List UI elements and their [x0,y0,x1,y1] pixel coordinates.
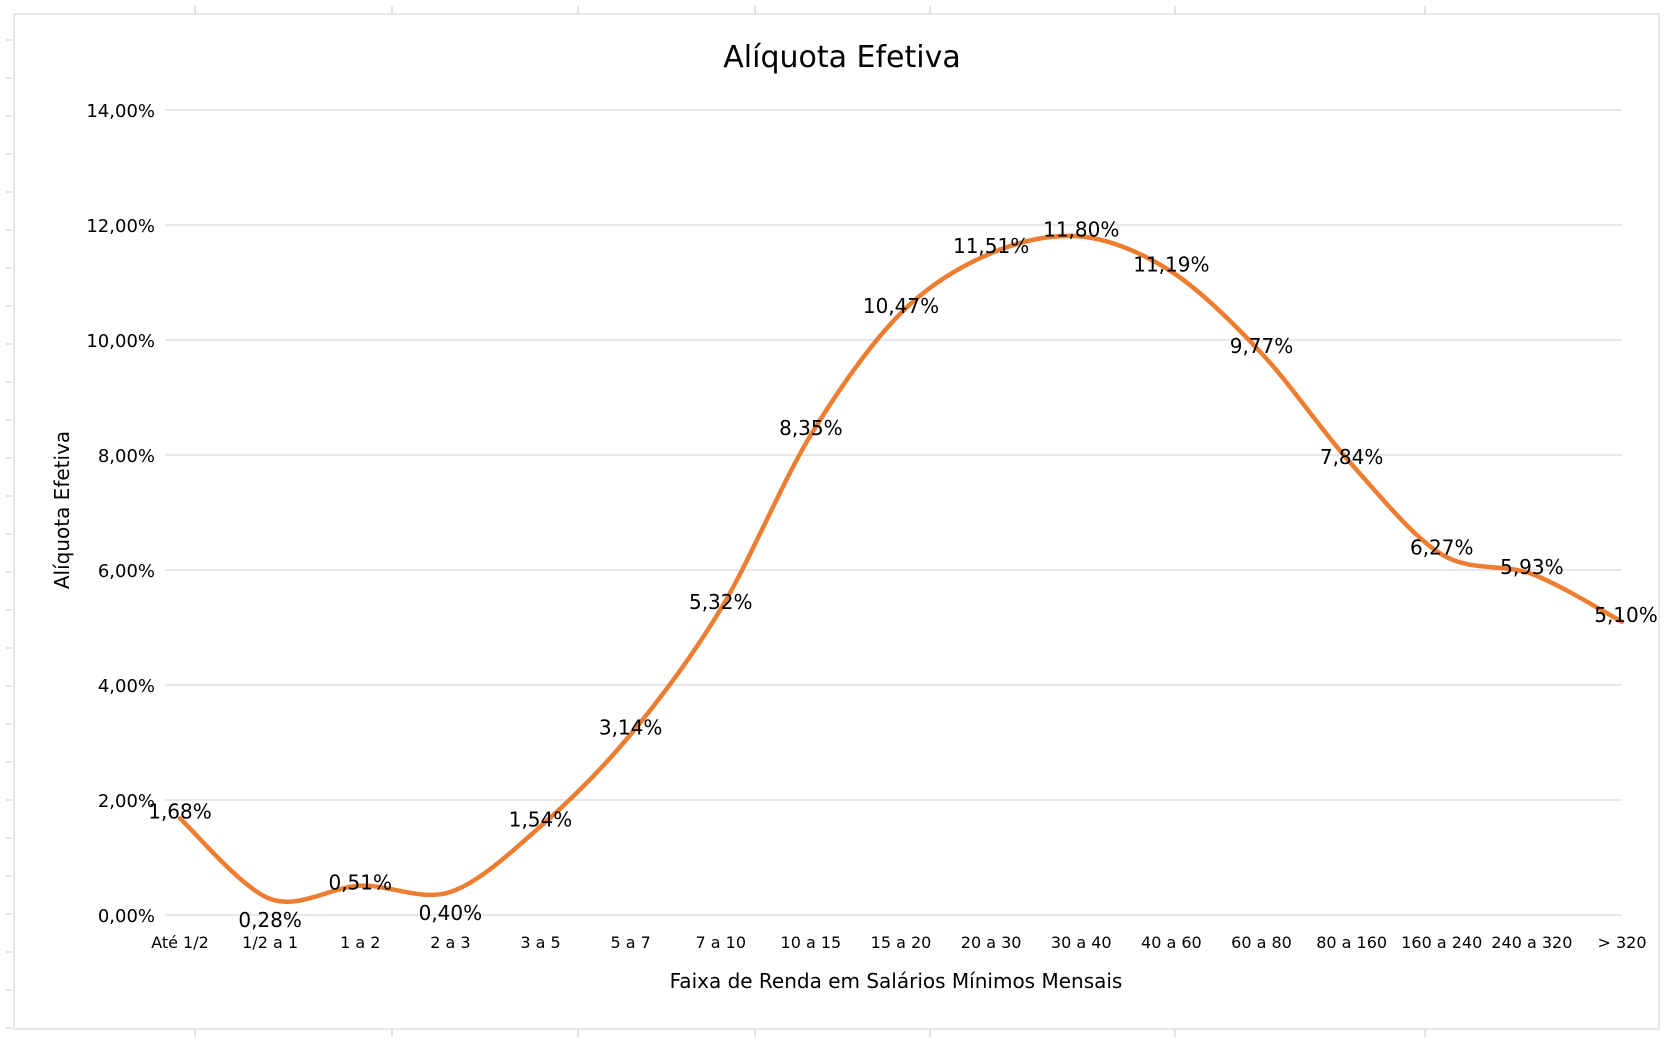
data-label: 0,40% [419,901,483,925]
data-labels: 1,68% 0,28% 0,51% 0,40% 1,54% 3,14% 5,32% 8,35%… [148,218,1658,932]
data-label: 7,84% [1320,445,1384,469]
series-line-path [180,236,1622,902]
x-tick-label: 20 a 30 [961,933,1022,952]
x-tick-label: 160 a 240 [1401,933,1482,952]
x-tick-label: 3 a 5 [520,933,560,952]
chart-title: Alíquota Efetiva [723,40,961,75]
data-label: 1,68% [148,799,212,823]
data-label: 5,93% [1500,555,1564,579]
data-label: 0,51% [328,871,392,895]
x-tick-label: 2 a 3 [430,933,470,952]
data-label: 3,14% [599,715,663,739]
data-label: 11,51% [953,234,1029,258]
data-label: 1,54% [509,807,573,831]
y-tick-label: 4,00% [98,676,155,697]
x-tick-label: > 320 [1597,933,1646,952]
data-label: 10,47% [863,294,939,318]
x-tick-label: 15 a 20 [871,933,932,952]
y-tick-label: 14,00% [86,101,155,122]
y-tick-label: 8,00% [98,446,155,467]
data-label: 5,32% [689,590,753,614]
x-tick-label: 1/2 a 1 [242,933,298,952]
gridlines [165,110,1622,915]
x-tick-label: 40 a 60 [1141,933,1202,952]
y-tick-label: 10,00% [86,331,155,352]
data-label: 0,28% [238,908,302,932]
data-label: 9,77% [1230,334,1294,358]
data-label: 11,19% [1133,253,1209,277]
y-tick-label: 2,00% [98,791,155,812]
x-tick-label: 5 a 7 [610,933,650,952]
x-axis-label: Faixa de Renda em Salários Mínimos Mensa… [670,969,1123,993]
x-tick-label: 30 a 40 [1051,933,1112,952]
x-tick-label: 7 a 10 [695,933,746,952]
y-tick-label: 0,00% [98,906,155,927]
chart-border [14,14,1659,1029]
series-line [178,235,1624,902]
x-axis-ticks: Até 1/2 1/2 a 1 1 a 2 2 a 3 3 a 5 5 a 7 7 a 10… [151,933,1646,952]
data-label: 6,27% [1410,535,1474,559]
x-tick-label: 80 a 160 [1316,933,1387,952]
x-tick-label: Até 1/2 [151,933,209,952]
chart-frame [6,6,1659,1037]
x-tick-label: 60 a 80 [1231,933,1292,952]
y-tick-label: 6,00% [98,561,155,582]
y-axis-label: Alíquota Efetiva [50,431,74,589]
data-label: 8,35% [779,416,843,440]
y-tick-label: 12,00% [86,216,155,237]
data-label: 11,80% [1043,218,1119,242]
x-tick-label: 240 a 320 [1491,933,1572,952]
x-tick-label: 10 a 15 [781,933,842,952]
x-tick-label: 1 a 2 [340,933,380,952]
y-axis-ticks: 0,00% 2,00% 4,00% 6,00% 8,00% 10,00% 12,00% 14,… [86,101,155,927]
data-label: 5,10% [1594,603,1658,627]
